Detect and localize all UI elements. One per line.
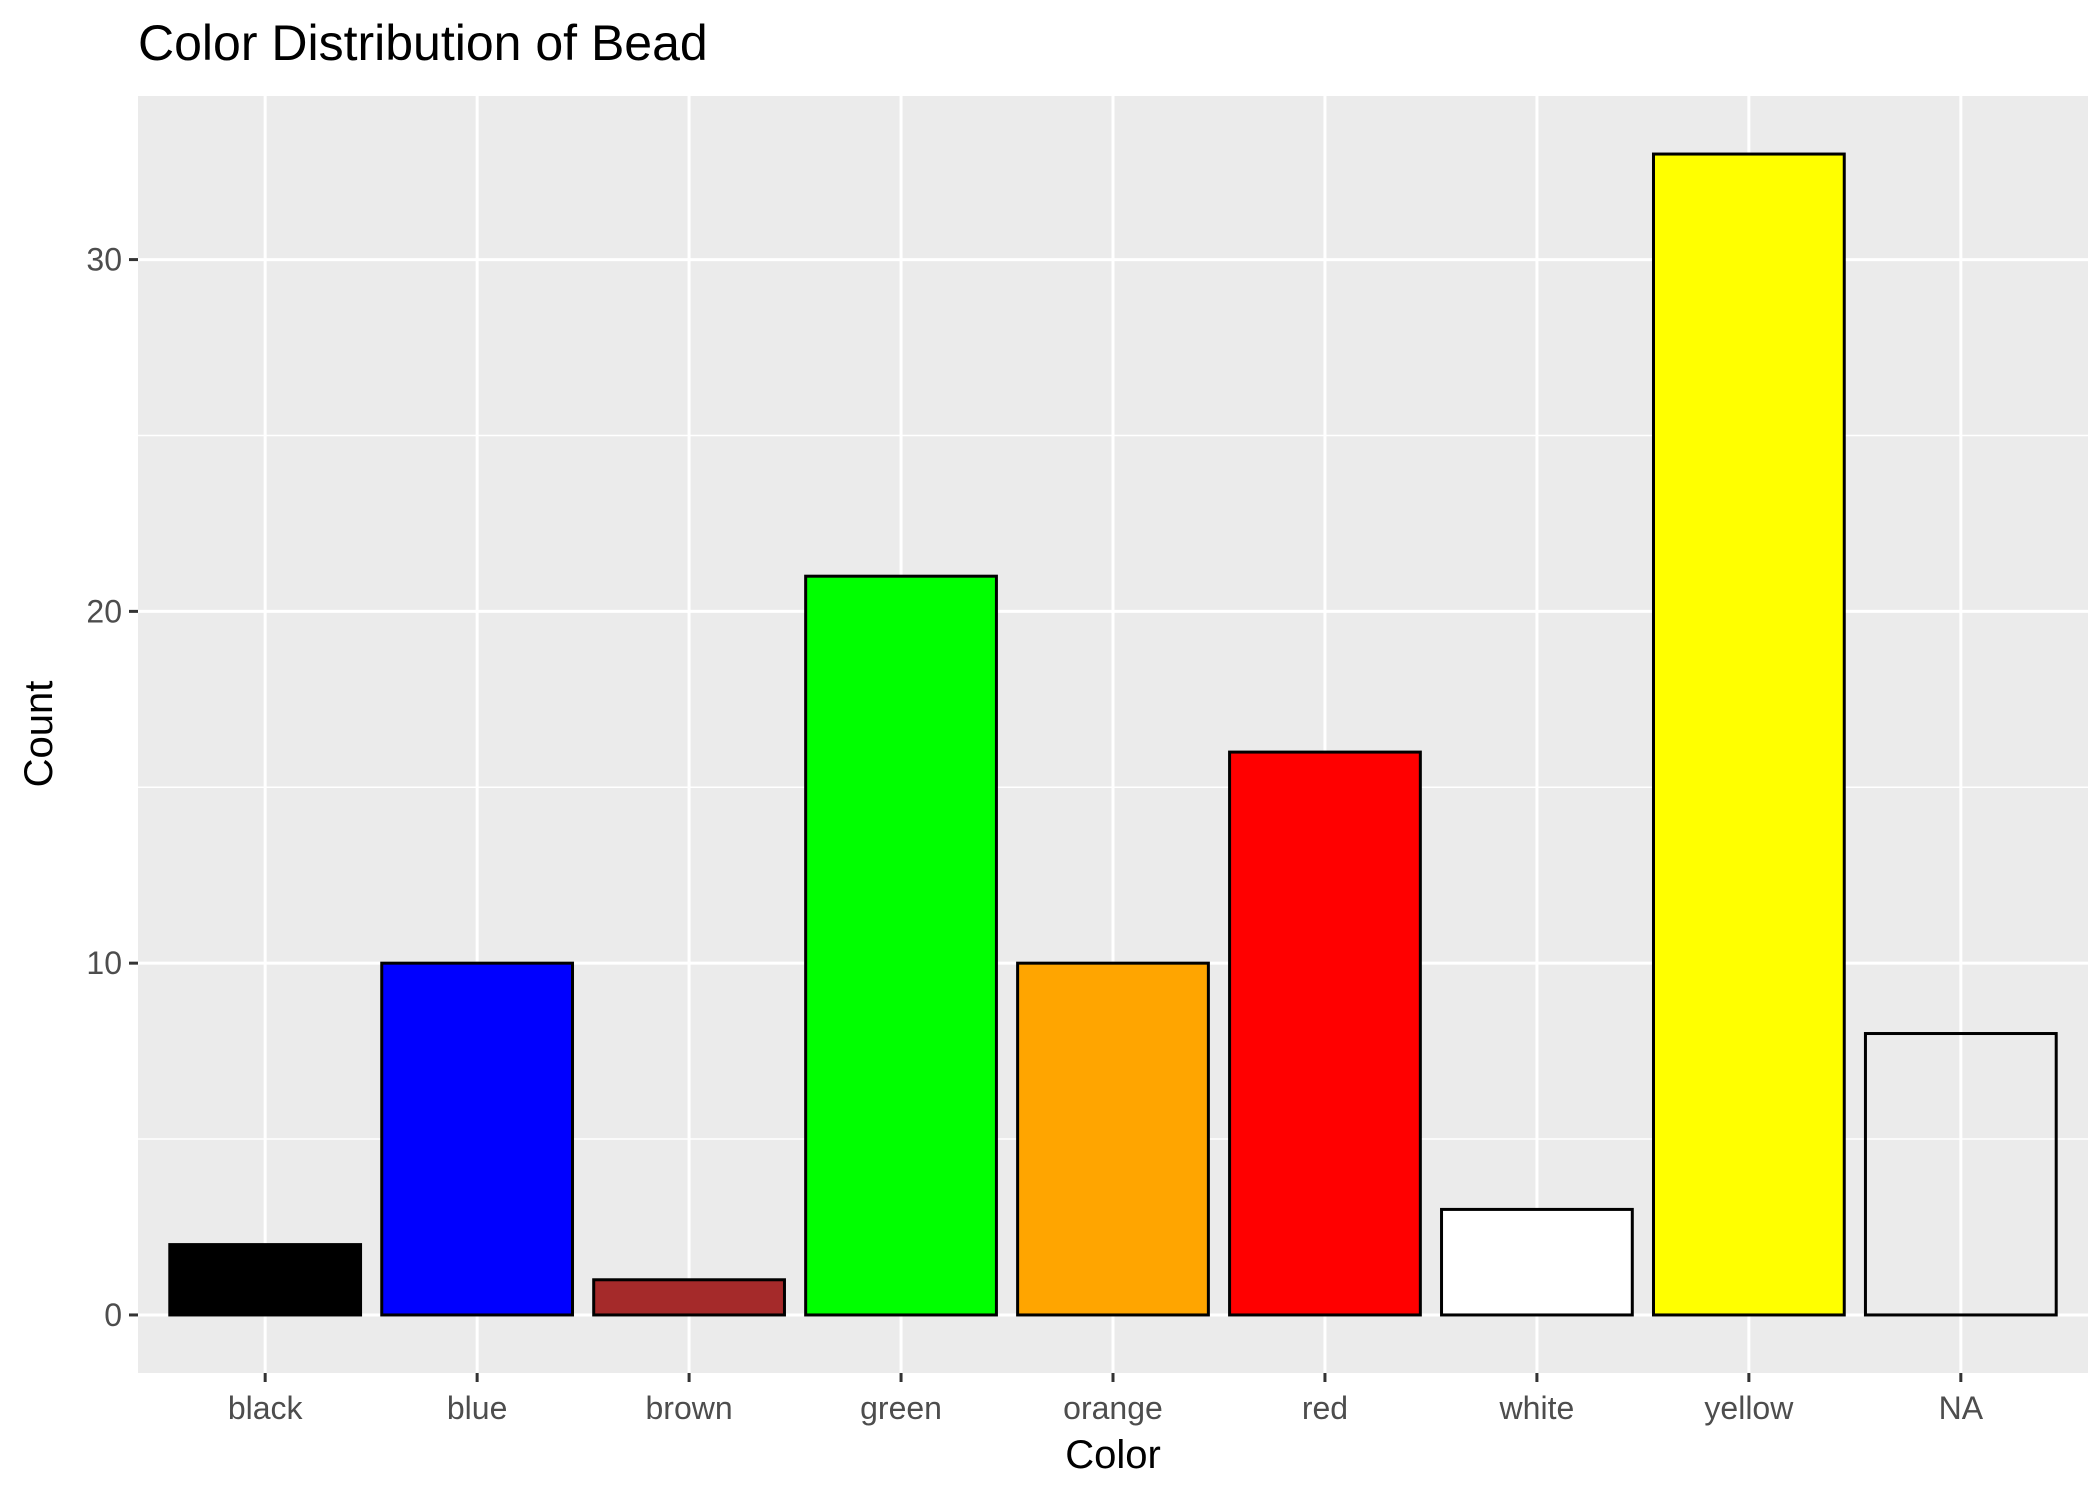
x-tick-label-white: white: [1499, 1390, 1575, 1426]
x-tick-label-brown: brown: [646, 1390, 733, 1426]
bar-orange: [1016, 961, 1210, 1317]
bar-white: [1440, 1207, 1634, 1317]
bar-black: [168, 1243, 363, 1317]
y-tick-label: 20: [86, 593, 122, 629]
x-axis: black blue brown green orange red white yellow N…: [228, 1373, 1984, 1426]
x-tick-label-red: red: [1302, 1390, 1348, 1426]
x-tick-label-green: green: [860, 1390, 942, 1426]
y-axis: 0 10 20 30: [86, 242, 138, 1333]
x-tick-label-blue: blue: [447, 1390, 508, 1426]
bar-na: [1863, 1032, 2058, 1317]
y-tick-label: 30: [86, 242, 122, 278]
bar-brown: [592, 1278, 786, 1317]
y-axis-title: Count: [17, 681, 61, 788]
y-tick-label: 10: [86, 945, 122, 981]
bar-blue: [380, 961, 575, 1317]
bar-red: [1228, 750, 1422, 1317]
x-tick-label-na: NA: [1939, 1390, 1984, 1426]
chart-title: Color Distribution of Bead: [138, 15, 708, 71]
x-tick-label-orange: orange: [1063, 1390, 1163, 1426]
y-tick-label: 0: [104, 1297, 122, 1333]
bar-green: [804, 574, 998, 1317]
bars: [168, 152, 2058, 1317]
x-tick-label-yellow: yellow: [1704, 1390, 1794, 1426]
bar-yellow: [1651, 152, 1846, 1317]
x-tick-label-black: black: [228, 1390, 304, 1426]
x-axis-title: Color: [1065, 1433, 1161, 1477]
